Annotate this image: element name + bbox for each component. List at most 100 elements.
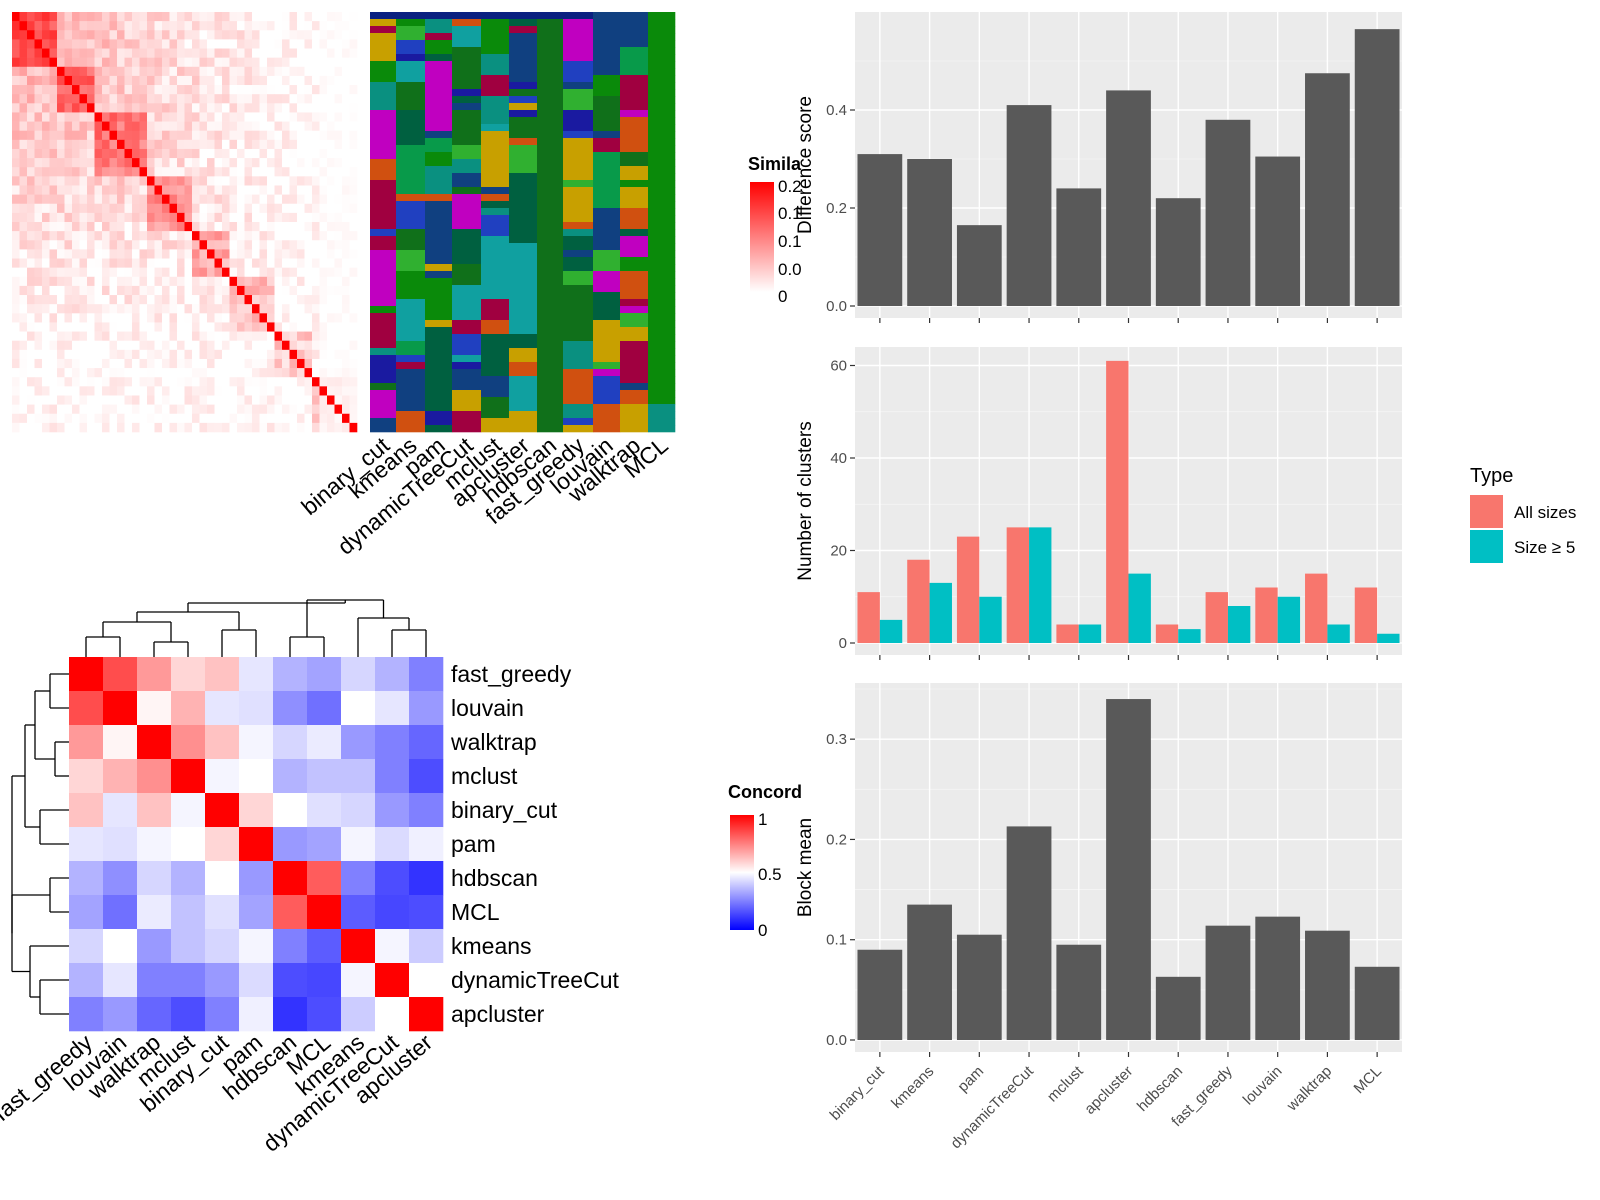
membership-cell <box>620 292 649 300</box>
membership-cell <box>648 313 676 321</box>
concordance-cell <box>273 929 308 964</box>
membership-cell <box>452 47 482 55</box>
similarity-cell <box>124 121 133 131</box>
similarity-cell <box>199 413 208 424</box>
similarity-cell <box>12 112 20 122</box>
similarity-cell <box>274 48 283 58</box>
similarity-cell <box>57 194 65 205</box>
similarity-cell <box>274 158 283 168</box>
similarity-cell <box>154 295 163 305</box>
similarity-cell <box>289 222 298 232</box>
similarity-cell <box>297 185 305 195</box>
similarity-cell <box>304 130 313 141</box>
similarity-cell <box>304 240 313 250</box>
concordance-cell <box>69 759 104 794</box>
similarity-cell <box>139 139 148 150</box>
similarity-cell <box>214 249 223 259</box>
similarity-cell <box>222 130 230 141</box>
similarity-cell <box>147 139 155 150</box>
similarity-cell <box>184 395 193 405</box>
similarity-cell <box>132 395 140 405</box>
similarity-cell <box>64 304 73 314</box>
similarity-cell <box>57 212 65 223</box>
similarity-cell <box>297 368 305 378</box>
similarity-cell <box>117 368 125 378</box>
membership-cell <box>648 124 676 132</box>
similarity-cell <box>79 176 88 186</box>
similarity-cell <box>349 139 358 150</box>
membership-cell <box>620 194 649 202</box>
similarity-cell <box>229 148 238 159</box>
similarity-cell <box>282 176 290 186</box>
similarity-cell <box>327 340 335 351</box>
similarity-cell <box>49 148 58 159</box>
similarity-cell <box>184 413 193 424</box>
similarity-cell <box>147 331 155 341</box>
similarity-cell <box>214 139 223 150</box>
membership-cell <box>396 327 426 335</box>
membership-cell <box>648 180 676 188</box>
similarity-cell <box>297 377 305 387</box>
similarity-cell <box>237 75 245 86</box>
similarity-cell <box>124 203 133 214</box>
similarity-cell <box>162 222 170 232</box>
membership-cell <box>563 208 594 216</box>
similarity-cell <box>289 349 298 360</box>
similarity-cell <box>207 203 215 214</box>
similarity-cell <box>327 30 335 40</box>
membership-cell <box>370 82 397 90</box>
concordance-cell <box>137 793 172 828</box>
membership-cell <box>370 173 397 181</box>
similarity-cell <box>214 39 223 49</box>
similarity-cell <box>207 349 215 360</box>
similarity-cell <box>109 12 118 22</box>
similarity-cell <box>184 313 193 323</box>
similarity-cell <box>12 30 20 40</box>
similarity-cell <box>282 112 290 122</box>
similarity-cell <box>334 167 343 177</box>
similarity-cell <box>327 304 335 314</box>
similarity-cell <box>49 413 58 424</box>
similarity-cell <box>132 39 140 49</box>
similarity-cell <box>192 377 200 387</box>
similarity-cell <box>229 368 238 378</box>
similarity-cell <box>139 249 148 259</box>
similarity-cell <box>147 304 155 314</box>
similarity-cell <box>274 285 283 296</box>
concordance-cell <box>69 861 104 896</box>
similarity-cell <box>237 222 245 232</box>
similarity-cell <box>319 404 328 415</box>
similarity-cell <box>289 85 298 95</box>
similarity-cell <box>214 276 223 287</box>
similarity-cell <box>274 203 283 214</box>
similarity-cell <box>72 258 80 268</box>
membership-cell <box>425 306 453 314</box>
membership-cell <box>563 117 594 125</box>
similarity-cell <box>147 413 155 424</box>
similarity-cell <box>49 322 58 332</box>
similarity-cell <box>342 48 350 58</box>
membership-cell <box>370 418 397 426</box>
similarity-cell <box>147 395 155 405</box>
bar-size-ge5 <box>879 619 903 643</box>
similarity-cell <box>49 249 58 259</box>
similarity-cell <box>237 176 245 186</box>
concordance-row-label: dynamicTreeCut <box>451 967 619 993</box>
membership-cell <box>537 26 564 34</box>
similarity-cell <box>64 194 73 205</box>
similarity-cell <box>87 48 95 58</box>
similarity-cell <box>297 222 305 232</box>
similarity-cell <box>34 203 43 214</box>
membership-cell <box>537 145 564 153</box>
similarity-cell <box>237 422 245 433</box>
similarity-cell <box>267 249 275 259</box>
similarity-cell <box>124 167 133 177</box>
similarity-cell <box>237 66 245 77</box>
similarity-cell <box>57 285 65 296</box>
membership-cell <box>396 397 426 405</box>
similarity-cell <box>79 212 88 223</box>
similarity-cell <box>139 112 148 122</box>
similarity-cell <box>214 21 223 31</box>
similarity-cell <box>42 112 50 122</box>
similarity-cell <box>12 249 20 259</box>
